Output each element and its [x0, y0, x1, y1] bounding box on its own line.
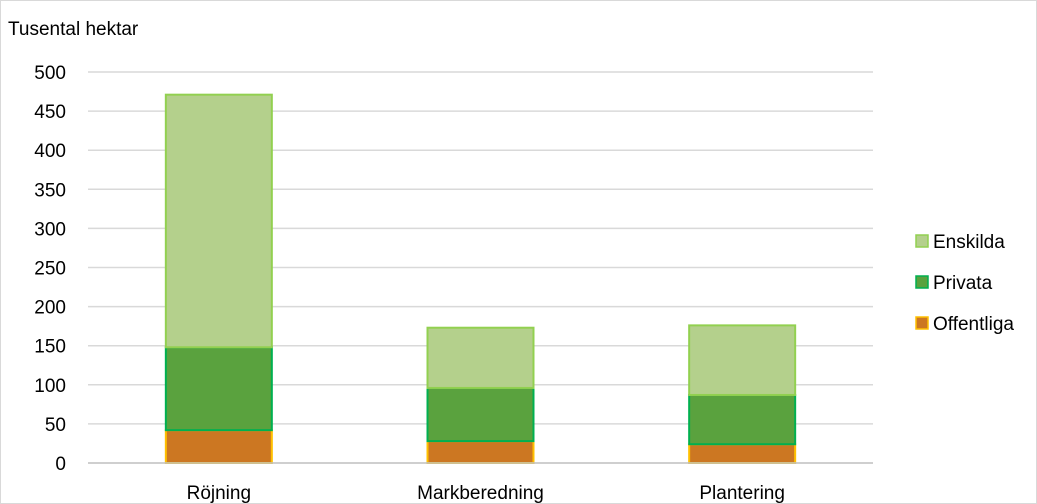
bar-privata-2 [426, 386, 535, 443]
bar-offentliga-3 [688, 443, 797, 464]
x-axis-ticks: Röjning Markberedning Plantering [187, 483, 785, 504]
bar-privata-3 [688, 393, 797, 446]
y-axis-ticks: 0 50 100 150 200 250 300 350 400 450 500 [34, 63, 66, 475]
legend-label: Offentliga [933, 314, 1014, 335]
bar-enskilda-3 [688, 324, 797, 396]
x-tick-label: Röjning [187, 483, 251, 504]
bar-enskilda-1 [164, 93, 273, 349]
y-tick-label: 500 [34, 63, 66, 84]
y-tick-label: 350 [34, 180, 66, 201]
y-tick-label: 450 [34, 102, 66, 123]
y-tick-label: 250 [34, 259, 66, 280]
legend-swatch [915, 275, 929, 289]
y-axis-label: Tusental hektar [8, 19, 139, 40]
legend-label: Enskilda [933, 232, 1005, 253]
legend-label: Privata [933, 273, 993, 294]
y-tick-label: 150 [34, 337, 66, 358]
x-tick-label: Plantering [699, 483, 785, 504]
bars [164, 93, 797, 465]
bar-offentliga-1 [164, 429, 273, 465]
y-tick-label: 200 [34, 298, 66, 319]
x-tick-label: Markberedning [417, 483, 544, 504]
y-tick-label: 50 [45, 415, 66, 436]
bar-offentliga-2 [426, 440, 535, 465]
y-tick-label: 100 [34, 376, 66, 397]
bar-enskilda-2 [426, 326, 535, 389]
bar-privata-1 [164, 346, 273, 432]
legend-swatch [915, 316, 929, 330]
legend: Enskilda Privata Offentliga [915, 232, 1014, 335]
y-tick-label: 400 [34, 141, 66, 162]
y-tick-label: 0 [55, 454, 66, 475]
y-tick-label: 300 [34, 219, 66, 240]
legend-swatch [915, 234, 929, 248]
